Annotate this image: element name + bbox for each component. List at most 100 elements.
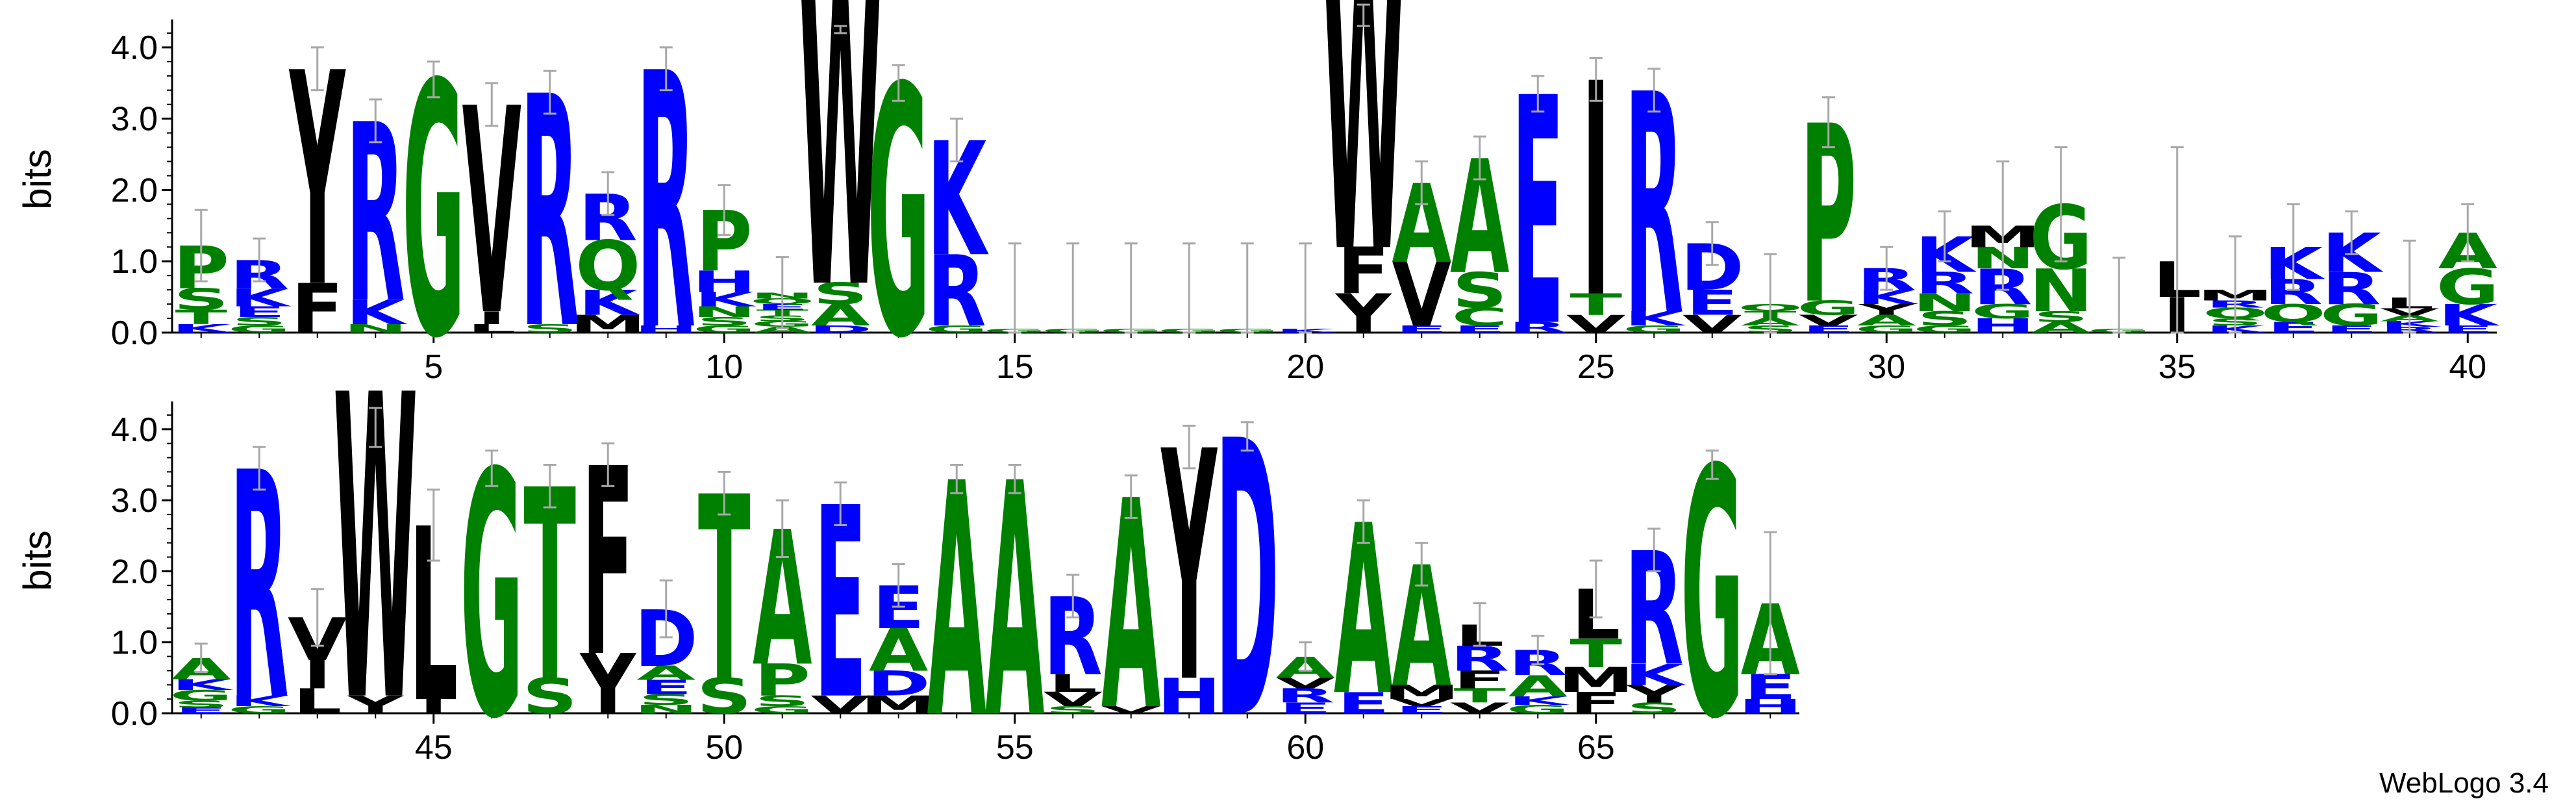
logo-column-34: G [2088,257,2151,334]
residue-glyph-G: G [1507,702,1569,716]
residue-glyph-R: R [2322,264,2381,315]
residue-glyph-K: K [578,283,640,324]
residue-glyph-S: S [755,692,810,709]
residue-glyph-K: K [1624,658,1686,692]
residue-glyph-K: K [171,676,234,693]
residue-glyph-G: G [228,704,291,715]
x-tick-label: 55 [996,729,1034,767]
residue-glyph-F: F [291,270,344,349]
logo-column-9: HR [634,0,698,409]
logo-column-46: G [460,403,523,793]
logo-column-16: G [1042,242,1105,334]
logo-column-38: EGRK [2320,210,2384,335]
residue-glyph-K: K [2264,238,2326,290]
residue-glyph-S: S [697,668,752,725]
y-tick-label: 3.0 [111,482,158,520]
residue-glyph-T: T [1453,685,1506,707]
logo-column-67: G [1681,397,1744,794]
residue-glyph-N: N [1912,288,1977,317]
residue-glyph-A: A [1508,670,1568,704]
residue-glyph-E: E [1279,700,1332,717]
residue-glyph-A: A [2031,319,2091,336]
residue-glyph-K: K [2380,320,2442,329]
y-axis-label: bits [16,530,59,590]
residue-glyph-E: E [640,676,692,699]
logo-column-59: D [1216,362,1279,803]
residue-glyph-Y: Y [1858,301,1916,318]
logo-column-47: ST [522,435,577,741]
residue-glyph-L: L [293,681,342,721]
residue-glyph-E: E [1395,704,1448,715]
residue-glyph-G: G [2436,259,2499,316]
residue-glyph-G: G [1797,297,1860,320]
logo-column-17: G [1099,242,1162,334]
x-tick-label: 25 [1577,348,1615,386]
x-tick-label: 30 [1868,348,1905,386]
residue-glyph-G: G [925,324,988,335]
residue-glyph-W: W [798,0,882,382]
logo-column-26: GKR [1623,31,1687,383]
residue-glyph-P: P [754,655,810,705]
residue-glyph-D: D [867,664,931,704]
residue-glyph-G: G [228,324,291,335]
residue-glyph-H: H [634,324,698,335]
residue-glyph-S: S [232,314,287,328]
y-tick-label: 2.0 [111,553,158,590]
logo-column-18: G [1158,242,1221,334]
residue-glyph-N: N [344,322,408,335]
residue-glyph-E: E [1802,324,1855,335]
residue-glyph-S: S [2033,309,2088,325]
residue-glyph-V: V [1682,310,1742,338]
logo-column-44: YW [333,308,418,795]
residue-glyph-A: A [869,616,928,684]
residue-glyph-I: I [303,653,332,698]
y-tick-label: 1.0 [111,624,158,662]
residue-glyph-K: K [2206,324,2268,335]
residue-glyph-E: E [2325,324,2378,335]
residue-glyph-V: V [1276,675,1336,692]
residue-glyph-S: S [1917,307,1972,330]
logo-column-7: SR [520,29,579,399]
residue-glyph-E: E [1337,687,1390,720]
residue-glyph-Y: Y [1625,680,1683,709]
residue-glyph-G: G [1855,324,1918,335]
residue-glyph-V: V [1450,700,1510,717]
logo-column-45: IL [409,479,458,756]
residue-glyph-F: F [1453,666,1506,694]
residue-glyph-W: W [333,308,418,795]
x-tick-label: 50 [705,729,743,767]
y-axis-label: bits [16,149,59,209]
y-tick-label: 4.0 [111,29,158,67]
residue-glyph-Y: Y [347,691,405,719]
logo-column-54: A [927,416,987,789]
logo-column-42: GKR [228,407,292,769]
residue-glyph-E: E [233,303,286,320]
footer-credit: WebLogo 3.4 [2379,767,2549,799]
logo-column-39: RKAVL [2380,239,2442,335]
residue-glyph-N: N [634,702,698,716]
residue-glyph-E: E [2267,319,2320,336]
residue-glyph-D: D [808,324,872,335]
residue-glyph-S: S [173,283,229,316]
residue-glyph-Y: Y [1335,283,1392,346]
logo-column-13: G [867,16,930,414]
logo-column-15: G [983,242,1046,334]
logo-column-58: HY [1157,384,1221,753]
residue-glyph-S: S [697,314,752,328]
residue-glyph-K: K [927,109,988,292]
logo-column-28: SATQ [1738,253,1803,335]
logo-column-48: YF [579,414,637,733]
residue-glyph-T: T [1569,631,1622,677]
